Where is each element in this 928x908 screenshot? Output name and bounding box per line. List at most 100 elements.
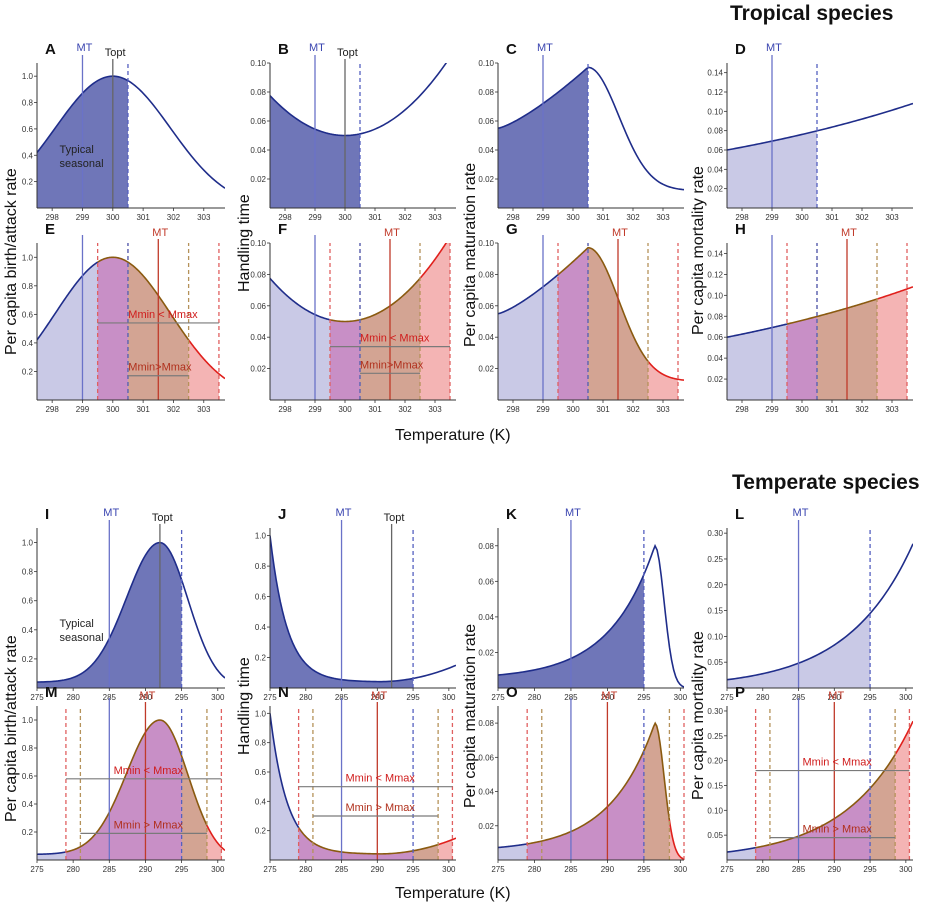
panel-i-xtick-label: 285 xyxy=(103,693,117,702)
panel-e-mt-red-label: MT xyxy=(152,227,168,239)
panel-g-ytick-label: 0.04 xyxy=(478,333,494,342)
panel-g-curve-olive xyxy=(557,246,649,362)
panel-k-ytick-label: 0.08 xyxy=(478,542,494,551)
panel-b-xtick-label: 298 xyxy=(278,213,292,222)
panel-n-xtick-label: 290 xyxy=(371,865,385,874)
panel-o-curve-blue xyxy=(498,843,528,849)
panel-a: MT Topt Typical seasonal 298 299 300 301 302 303 0… xyxy=(22,41,225,222)
panel-m-curve-olive xyxy=(65,719,208,853)
panel-i-xtick-label: 290 xyxy=(139,693,153,702)
panel-e-letter: E xyxy=(45,221,55,238)
panel-j-xtick-label: 280 xyxy=(299,693,313,702)
panel-n-letter: N xyxy=(278,684,289,701)
panel-p-mmin-gt-label: Mmin > Mmax xyxy=(803,824,873,836)
x-axis-label-temperate: Temperature (K) xyxy=(395,885,511,902)
panel-b-xtick-label: 300 xyxy=(338,213,352,222)
panel-f-xtick-label: 298 xyxy=(278,405,292,414)
panel-f-outer-fill xyxy=(420,243,450,400)
panel-j-topt-label: Topt xyxy=(384,512,405,524)
panel-m-mmin-lt-label: Mmin < Mmax xyxy=(114,765,184,777)
panel-k-plot-area xyxy=(498,543,684,688)
panel-j-plot-area xyxy=(270,535,456,688)
panel-k-xtick-label: 290 xyxy=(601,693,615,702)
panel-a-plot-area xyxy=(37,75,225,208)
panel-g-xtick-label: 303 xyxy=(656,405,670,414)
panel-a-letter: A xyxy=(45,41,56,58)
panel-l-ytick-label: 0.15 xyxy=(707,607,723,616)
y-label-maturation-tropical: Per capita maturation rate xyxy=(462,162,479,347)
y-label-maturation-temperate: Per capita maturation rate xyxy=(462,623,479,808)
panel-f-curve-red xyxy=(419,243,448,279)
panel-c-ytick-label: 0.06 xyxy=(478,117,494,126)
panel-h-xtick-label: 299 xyxy=(765,405,779,414)
panel-d-plot-area xyxy=(727,102,913,208)
panel-e-curve-red xyxy=(187,339,225,380)
y-label-mortality-tropical: Per capita mortality rate xyxy=(690,166,707,335)
panel-b-plot-area xyxy=(270,63,448,208)
panel-a-ytick-label: 1.0 xyxy=(22,72,34,81)
panel-d-xtick-label: 302 xyxy=(855,213,869,222)
panel-n: MT Mmin < Mmax Mmin > Mmax 275 280 285 290 295 3… xyxy=(255,684,456,874)
panel-c-ytick-label: 0.10 xyxy=(478,59,494,68)
panel-d-mt-label: MT xyxy=(766,42,782,54)
panel-f-mmin-lt-label: Mmin < Mmax xyxy=(360,333,430,345)
panel-f: MT Mmin < Mmax Mmin>Mmax 298 299 300 301 302 303… xyxy=(250,221,456,414)
panel-m-curve-blue xyxy=(37,851,67,856)
panel-h-ytick-label: 0.02 xyxy=(707,375,723,384)
panel-c: MT 298 299 300 301 302 303 0.02 0.04 0.06 0.08 0.10… xyxy=(478,41,684,222)
panel-h-ytick-label: 0.10 xyxy=(707,291,723,300)
panel-a-topt-label: Topt xyxy=(105,47,126,59)
panel-o-overlap-inner-fill xyxy=(541,750,644,860)
panel-l-ytick-label: 0.20 xyxy=(707,581,723,590)
panel-b-ytick-label: 0.04 xyxy=(250,146,266,155)
panel-h-outer-fill xyxy=(877,288,907,400)
panel-k-xtick-label: 275 xyxy=(491,693,505,702)
panel-a-xtick-label: 301 xyxy=(136,213,150,222)
panel-b-topt-label: Topt xyxy=(337,47,358,59)
panel-p: MT Mmin < Mmax Mmin > Mmax 275 280 285 290 295 3… xyxy=(707,684,913,874)
panel-l-xtick-label: 275 xyxy=(720,693,734,702)
panel-e-overlap-fill xyxy=(97,257,128,400)
panel-p-curve-red xyxy=(894,720,913,755)
panel-n-xtick-label: 285 xyxy=(335,865,349,874)
panel-i: MT Topt Typical seasonal 275 280 285 290 295 300 0… xyxy=(22,506,225,702)
panel-m-mmin-gt-label: Mmin > Mmax xyxy=(114,819,184,831)
panel-g-xtick-label: 299 xyxy=(536,405,550,414)
panel-h-xtick-label: 302 xyxy=(855,405,869,414)
panel-i-plot-area xyxy=(37,541,225,688)
panel-a-xtick-label: 302 xyxy=(167,213,181,222)
panel-j-xtick-label: 285 xyxy=(335,693,349,702)
panel-g: MT 298 299 300 301 302 303 0.02 0.04 0.06 0.08 0.10… xyxy=(478,221,684,414)
panel-c-curve xyxy=(498,66,684,191)
panel-p-mt-red-label: MT xyxy=(828,690,844,702)
panel-d-xtick-label: 301 xyxy=(825,213,839,222)
panel-a-xtick-label: 303 xyxy=(197,213,211,222)
panel-e-xtick-label: 303 xyxy=(197,405,211,414)
panel-o-xtick-label: 285 xyxy=(564,865,578,874)
panel-b-xtick-label: 303 xyxy=(428,213,442,222)
panel-p-xtick-label: 300 xyxy=(899,865,913,874)
panel-h-ytick-label: 0.04 xyxy=(707,354,723,363)
panel-m-ytick-label: 1.0 xyxy=(22,716,34,725)
panel-h-ytick-label: 0.08 xyxy=(707,312,723,321)
panel-p-curve-blue xyxy=(727,846,756,853)
panel-d: MT 298 299 300 301 302 303 0.02 0.04 0.06 0.08 0.10… xyxy=(707,41,913,222)
panel-a-xtick-label: 300 xyxy=(106,213,120,222)
y-label-birth-temperate: Per capita birth/attack rate xyxy=(3,635,20,822)
panel-n-xtick-label: 280 xyxy=(299,865,313,874)
panel-l-mt-label: MT xyxy=(793,507,809,519)
panel-o-xtick-label: 275 xyxy=(491,865,505,874)
panel-e-xtick-label: 301 xyxy=(136,405,150,414)
panel-k-seasonal-fill xyxy=(498,574,644,688)
panel-f-ytick-label: 0.08 xyxy=(250,270,266,279)
panel-b-xtick-label: 302 xyxy=(398,213,412,222)
panel-m-xtick-label: 295 xyxy=(175,865,189,874)
panel-g-ytick-label: 0.10 xyxy=(478,239,494,248)
panel-l-xtick-label: 290 xyxy=(828,693,842,702)
panel-f-plot-area xyxy=(270,243,450,400)
panel-j: MT Topt 275 280 285 290 295 300 0.2 0.4 0.6 0.8 1.0 J xyxy=(255,506,456,702)
panel-b-xtick-label: 301 xyxy=(368,213,382,222)
panel-l-xtick-label: 300 xyxy=(899,693,913,702)
panel-o-ytick-label: 0.06 xyxy=(478,753,494,762)
panel-p-overlap-inner-fill xyxy=(769,788,871,860)
